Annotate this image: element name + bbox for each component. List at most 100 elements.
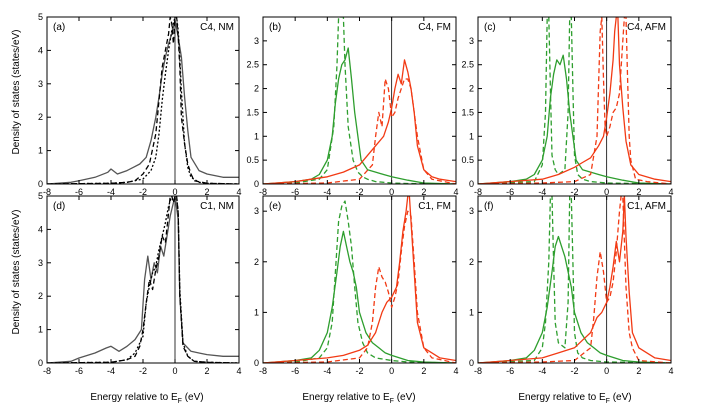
x-tick-label: -8 bbox=[259, 366, 267, 376]
x-tick-label: 0 bbox=[172, 187, 177, 197]
panel-title: C1, NM bbox=[200, 201, 234, 212]
series-line-black-dashed bbox=[47, 196, 239, 363]
y-tick-label: 0 bbox=[38, 179, 43, 189]
y-tick-label: 5 bbox=[38, 12, 43, 22]
x-tick-label: -4 bbox=[107, 366, 115, 376]
panel-d: -8 -6 -4 -2 0 2 4 0 1 2 3 4 5 (d) C1, NM bbox=[38, 191, 242, 376]
series-line-down-solid bbox=[478, 196, 671, 363]
x-tick-label: -8 bbox=[43, 366, 51, 376]
series-line-down-dashed bbox=[263, 78, 456, 184]
x-tick-label: 2 bbox=[204, 187, 209, 197]
series-line-nm-solid bbox=[47, 19, 239, 184]
x-tick-label: -4 bbox=[107, 187, 115, 197]
panel-label: (f) bbox=[484, 201, 493, 212]
x-tick-label: -6 bbox=[506, 187, 514, 197]
y-tick-label: 0 bbox=[254, 358, 259, 368]
y-tick-label: 0 bbox=[469, 179, 474, 189]
y-tick-label: 1.5 bbox=[246, 107, 259, 117]
y-tick-label: 4 bbox=[38, 224, 43, 234]
series-group bbox=[478, 196, 671, 363]
x-tick-label: -6 bbox=[75, 187, 83, 197]
panel-f: -8 -6 -4 -2 0 2 4 0 1 2 3 (f) C1, AFM bbox=[469, 195, 674, 376]
panel-label: (d) bbox=[53, 201, 65, 212]
y-tick-label: 1.5 bbox=[461, 107, 474, 117]
x-axis-label-middle: Energy relative to EF (eV) bbox=[302, 392, 415, 405]
series-line-nm-solid bbox=[47, 196, 239, 363]
x-tick-label: 2 bbox=[636, 366, 641, 376]
y-tick-label: 1 bbox=[254, 131, 259, 141]
x-tick-label: -8 bbox=[43, 187, 51, 197]
series-line-black-dotted bbox=[47, 17, 239, 184]
x-tick-label: -2 bbox=[570, 366, 578, 376]
y-tick-label: 3 bbox=[38, 79, 43, 89]
x-tick-label: -8 bbox=[474, 366, 482, 376]
y-axis-label-top: Density of states (states/eV) bbox=[11, 29, 22, 154]
y-tick-label: 0 bbox=[254, 179, 259, 189]
series-line-up-solid bbox=[478, 235, 671, 363]
panel-e: -8 -6 -4 -2 0 2 4 0 1 2 3 (e) C1, FM bbox=[254, 195, 459, 376]
x-tick-label: 4 bbox=[453, 366, 458, 376]
plot-frame bbox=[477, 16, 672, 185]
panel-title: C4, FM bbox=[418, 22, 451, 33]
x-tick-label: -4 bbox=[538, 187, 546, 197]
panel-title: C4, AFM bbox=[627, 22, 666, 33]
y-tick-label: 0 bbox=[38, 358, 43, 368]
y-tick-label: 3 bbox=[38, 258, 43, 268]
x-tick-label: -6 bbox=[291, 366, 299, 376]
series-group bbox=[478, 17, 671, 184]
x-tick-label: -6 bbox=[506, 366, 514, 376]
series-line-up-dashed bbox=[263, 17, 456, 184]
series-group bbox=[263, 196, 456, 363]
series-line-down-solid bbox=[263, 196, 456, 363]
x-tick-label: -4 bbox=[323, 187, 331, 197]
y-tick-label: 3 bbox=[254, 206, 259, 216]
series-line-up-solid bbox=[478, 54, 671, 184]
series-group bbox=[47, 17, 239, 184]
x-tick-label: -6 bbox=[291, 187, 299, 197]
panel-c: -8 -6 -4 -2 0 2 4 0 0.5 1 1.5 2 2.5 3 (c) C4, AFM bbox=[461, 16, 674, 197]
plot-frame bbox=[46, 195, 240, 364]
series-line-down-dashed bbox=[263, 210, 456, 363]
x-tick-label: -4 bbox=[323, 366, 331, 376]
x-tick-label: 2 bbox=[421, 187, 426, 197]
x-tick-label: -2 bbox=[355, 366, 363, 376]
plot-frame bbox=[262, 16, 457, 185]
x-tick-label: 0 bbox=[389, 366, 394, 376]
x-tick-label: 2 bbox=[204, 366, 209, 376]
panel-label: (a) bbox=[53, 22, 65, 33]
series-line-up-solid bbox=[263, 47, 456, 184]
series-line-down-dashed bbox=[478, 196, 671, 363]
y-tick-label: 4 bbox=[38, 45, 43, 55]
plot-frame bbox=[262, 195, 457, 364]
y-tick-label: 2 bbox=[254, 257, 259, 267]
y-tick-label: 2 bbox=[254, 84, 259, 94]
x-tick-label: 0 bbox=[604, 366, 609, 376]
series-group bbox=[47, 196, 239, 363]
panel-a: -8 -6 -4 -2 0 2 4 0 1 2 3 4 5 (a) C4, NM bbox=[38, 12, 242, 197]
y-tick-label: 2.5 bbox=[246, 60, 259, 70]
panels: -8 -6 -4 -2 0 2 4 0 1 2 3 4 5 (a) C4, NM -8 -6 -4 -2 0 2 4 0 0.… bbox=[38, 12, 674, 376]
y-tick-label: 1 bbox=[469, 131, 474, 141]
x-tick-label: 4 bbox=[453, 187, 458, 197]
series-line-down-solid bbox=[263, 59, 456, 184]
series-line-down-dashed bbox=[478, 17, 671, 184]
series-line-up-dashed bbox=[478, 17, 671, 184]
panel-label: (e) bbox=[269, 201, 281, 212]
y-tick-label: 3 bbox=[469, 206, 474, 216]
x-tick-label: -2 bbox=[355, 187, 363, 197]
panel-title: C4, NM bbox=[200, 22, 234, 33]
series-line-down-solid bbox=[478, 17, 671, 184]
y-tick-label: 2 bbox=[38, 291, 43, 301]
y-tick-label: 5 bbox=[38, 191, 43, 201]
series-line-black-dashed bbox=[47, 17, 239, 184]
plot-frame bbox=[46, 16, 240, 185]
x-tick-label: -8 bbox=[474, 187, 482, 197]
series-group bbox=[263, 17, 456, 184]
x-tick-label: 0 bbox=[604, 187, 609, 197]
y-tick-label: 0 bbox=[469, 358, 474, 368]
y-tick-label: 0.5 bbox=[461, 155, 474, 165]
y-tick-label: 3 bbox=[254, 36, 259, 46]
x-tick-label: -6 bbox=[75, 366, 83, 376]
x-tick-label: 2 bbox=[636, 187, 641, 197]
x-tick-label: 4 bbox=[236, 187, 241, 197]
